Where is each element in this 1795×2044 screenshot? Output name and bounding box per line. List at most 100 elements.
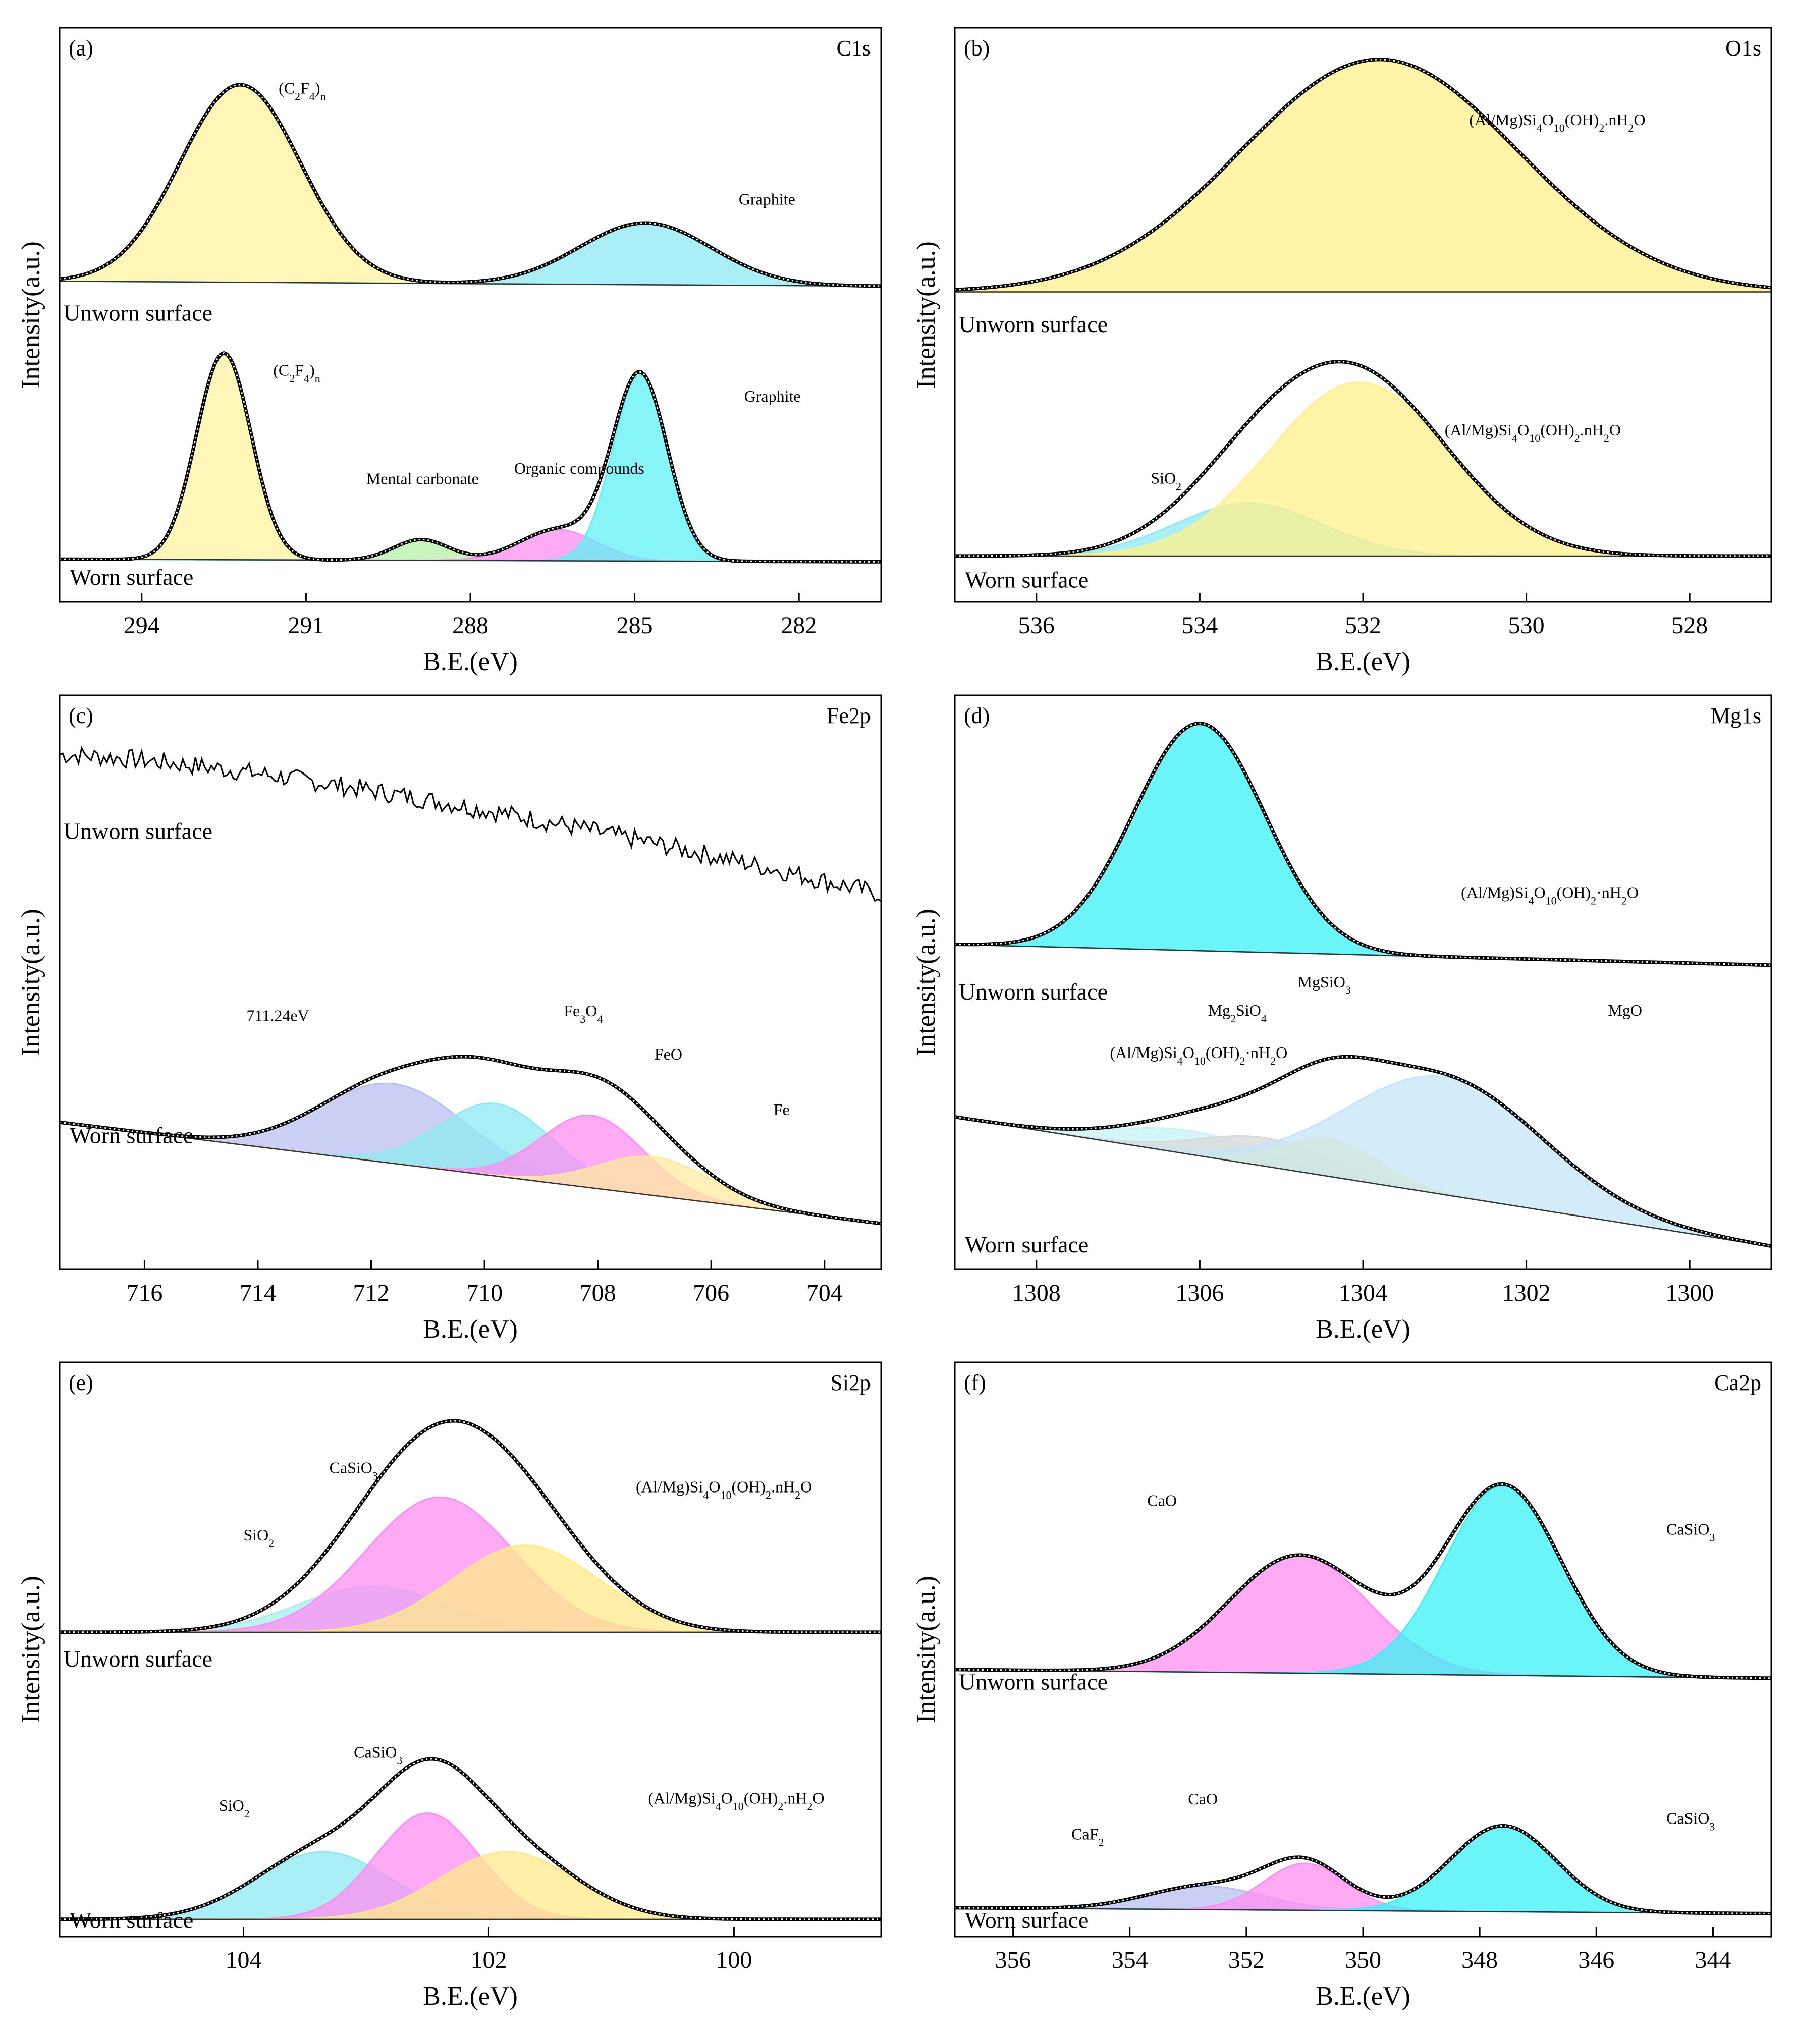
annotation-label: CaSiO3 <box>354 1743 402 1767</box>
spectrum-noisy-line <box>60 746 881 902</box>
x-axis-label: B.E.(eV) <box>1316 647 1410 676</box>
peak--c2f4-n <box>60 84 881 287</box>
peak--c2f4-n <box>60 352 881 563</box>
panel-element: C1s <box>837 36 871 61</box>
panel-tag: (f) <box>964 1370 986 1395</box>
panel-a: 294 291 288 285 282 B.E.(eV) Intensity(a.u.) (a… <box>17 27 882 676</box>
panel-element: Fe2p <box>827 703 871 728</box>
annotation-label: Mg2SiO4 <box>1208 1001 1267 1025</box>
x-tick-label: 1308 <box>1012 1280 1061 1306</box>
data-points-line <box>955 722 1771 966</box>
annotation-label: Graphite <box>739 190 795 208</box>
plot-area-d <box>955 721 1771 1248</box>
worn-surface-label: Worn surface <box>965 1232 1089 1257</box>
data-points-line <box>60 1056 881 1225</box>
x-tick-label: 712 <box>353 1280 390 1306</box>
x-tick-label: 530 <box>1508 612 1545 639</box>
annotation-label: Fe3O4 <box>564 1002 603 1025</box>
x-tick-label: 288 <box>452 612 488 639</box>
peak-mgo <box>955 1075 1771 1248</box>
worn-surface-label: Worn surface <box>965 1907 1089 1933</box>
data-points-line <box>60 1420 881 1633</box>
panel-e: 104 102 100 B.E.(eV) Intensity(a.u.) (e) Si2p U… <box>17 1361 882 2011</box>
annotation-label: SiO2 <box>219 1796 250 1820</box>
worn-surface-label: Worn surface <box>70 1123 193 1148</box>
axes-frame <box>59 1361 882 1938</box>
data-points-line <box>955 1056 1771 1247</box>
peak--al-mg-si4o10-oh-2-nh2o <box>955 381 1771 557</box>
unworn-surface-label: Unworn surface <box>64 1646 212 1672</box>
data-points-line <box>955 1825 1771 1914</box>
x-tick-label: 100 <box>716 1947 752 1973</box>
x-tick-label: 348 <box>1461 1947 1498 1973</box>
envelope-line <box>60 83 881 288</box>
x-tick-label: 102 <box>470 1947 507 1973</box>
x-tick-label: 1302 <box>1502 1280 1551 1306</box>
panel-c: 716 714 712 710 708 706 704 B.E.(eV) Intensity(a… <box>17 694 882 1344</box>
data-points-line <box>60 1758 881 1920</box>
envelope-line <box>60 351 881 564</box>
y-axis-label: Intensity(a.u.) <box>17 1576 45 1723</box>
panel-b: 536 534 532 530 528 B.E.(eV) Intensity(a.u.) (b… <box>912 27 1772 676</box>
x-tick-label: 1306 <box>1175 1280 1224 1306</box>
annotation-label: SiO2 <box>243 1526 274 1550</box>
x-tick-label: 344 <box>1695 1947 1731 1973</box>
annotation-label: CaSiO3 <box>1666 1520 1715 1543</box>
panel-element: O1s <box>1725 36 1761 61</box>
annotation-label: (C2F4)n <box>273 361 320 385</box>
x-tick-label: 536 <box>1018 612 1055 639</box>
data-points-line <box>955 1483 1771 1679</box>
worn-surface-label: Worn surface <box>70 1907 193 1933</box>
annotation-label: Graphite <box>744 387 801 405</box>
plot-area-f <box>955 1482 1771 1915</box>
worn-surface-label: Worn surface <box>70 564 193 590</box>
y-axis-label: Intensity(a.u.) <box>17 241 45 389</box>
x-tick-label: 710 <box>466 1280 503 1306</box>
annotation-label: MgO <box>1608 1001 1642 1019</box>
x-tick-label: 534 <box>1181 612 1218 639</box>
axes-frame <box>59 694 882 1270</box>
x-tick-label: 354 <box>1112 1947 1148 1973</box>
annotation-label: CaO <box>1188 1790 1218 1808</box>
x-axis-label: B.E.(eV) <box>423 1315 518 1344</box>
x-tick-label: 528 <box>1671 612 1708 639</box>
x-tick-label: 294 <box>124 612 160 639</box>
data-points-line <box>955 59 1771 291</box>
plot-area-a <box>60 83 881 564</box>
annotation-label: Organic compounds <box>514 459 644 477</box>
unworn-surface-label: Unworn surface <box>64 300 212 325</box>
x-tick-label: 716 <box>126 1280 162 1306</box>
x-tick-label: 706 <box>693 1280 729 1306</box>
annotation-label: (Al/Mg)Si4O10(OH)2.nH2O <box>1469 111 1645 134</box>
annotation-label: Mental carbonate <box>366 470 479 488</box>
unworn-surface-label: Unworn surface <box>959 311 1108 337</box>
panel-tag: (d) <box>964 703 990 728</box>
annotation-label: (Al/Mg)Si4O10(OH)2.nH2O <box>1445 421 1621 445</box>
x-axis-label: B.E.(eV) <box>1316 1315 1410 1344</box>
x-tick-label: 708 <box>580 1280 616 1306</box>
x-tick-label: 346 <box>1578 1947 1614 1973</box>
x-tick-label: 704 <box>806 1280 843 1306</box>
panel-tag: (b) <box>964 36 990 61</box>
unworn-surface-label: Unworn surface <box>959 979 1108 1005</box>
annotation-label: (Al/Mg)Si4O10(OH)2.nH2O <box>636 1478 812 1502</box>
x-tick-label: 350 <box>1345 1947 1381 1973</box>
baseline-line <box>60 1121 881 1225</box>
x-tick-label: 285 <box>617 612 653 639</box>
panel-element: Si2p <box>830 1370 871 1395</box>
x-tick-label: 352 <box>1228 1947 1265 1973</box>
annotation-label: MgSiO3 <box>1298 973 1351 997</box>
peak-cao <box>955 1555 1771 1679</box>
x-tick-label: 104 <box>225 1947 261 1973</box>
panel-d: 1308 1306 1304 1302 1300 B.E.(eV) Intensity(a.… <box>912 694 1772 1344</box>
x-tick-label: 1304 <box>1339 1280 1387 1306</box>
y-axis-label: Intensity(a.u.) <box>912 1576 941 1723</box>
y-axis-label: Intensity(a.u.) <box>912 241 941 389</box>
baseline-line <box>955 1116 1771 1247</box>
x-tick-label: 282 <box>781 612 817 639</box>
annotation-label: (Al/Mg)Si4O10(OH)2.nH2O <box>648 1789 824 1812</box>
data-points-line <box>955 361 1771 557</box>
y-axis-label: Intensity(a.u.) <box>912 909 941 1056</box>
annotation-label: (Al/Mg)Si4O10(OH)2·nH2O <box>1110 1043 1287 1067</box>
